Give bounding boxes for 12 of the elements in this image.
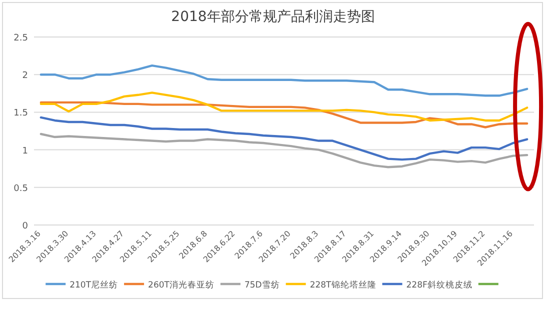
y-tick-label: 1.5 <box>14 108 28 119</box>
legend-label: 228F斜纹桃皮绒 <box>406 280 472 290</box>
y-tick-label: 2 <box>22 71 28 82</box>
chart-title: 2018年部分常规产品利润走势图 <box>171 9 375 25</box>
y-tick-label: 0.5 <box>14 184 28 194</box>
legend-label: 75D雪纺 <box>244 280 280 290</box>
y-tick-label: 0 <box>22 222 28 232</box>
legend-label: 228T锦纶塔丝隆 <box>310 280 376 290</box>
legend-label: 210T尼丝纺 <box>70 280 118 290</box>
y-tick-label: 1 <box>22 146 28 156</box>
y-tick-label: 2.5 <box>14 34 28 44</box>
legend-label: 260T消光春亚纺 <box>148 280 214 290</box>
